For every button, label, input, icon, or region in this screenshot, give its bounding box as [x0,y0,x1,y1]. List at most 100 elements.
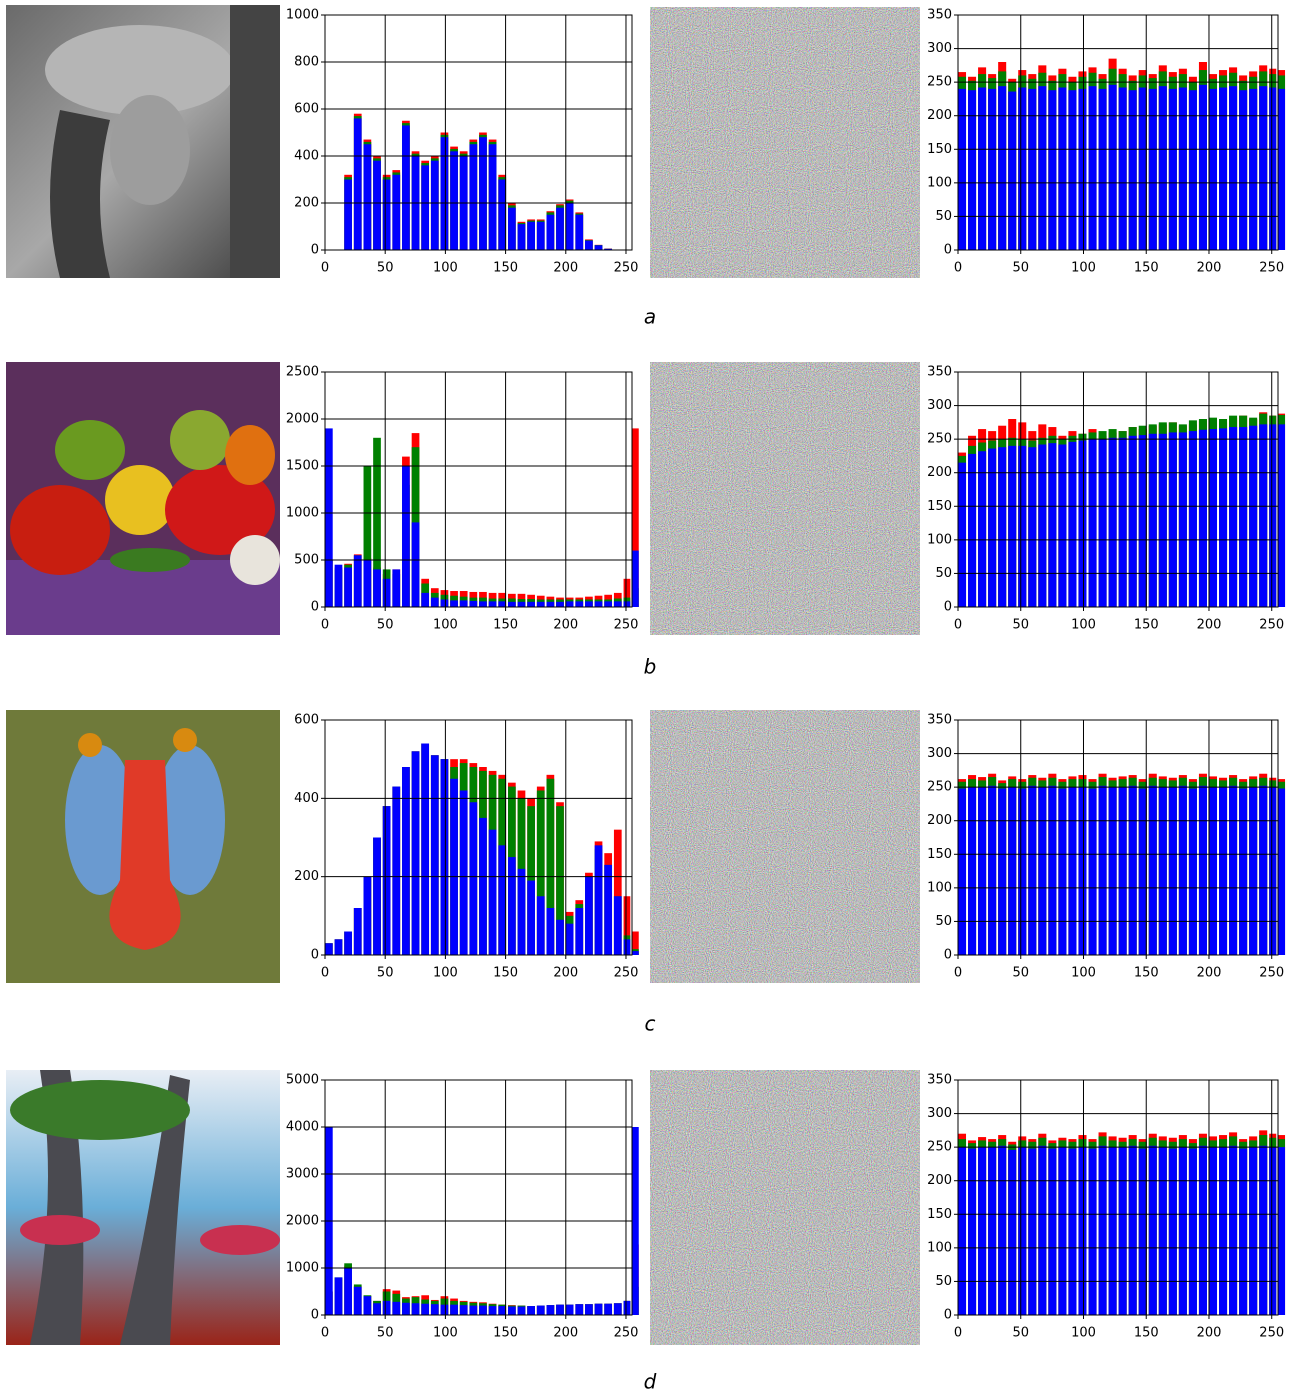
bar [1148,1145,1157,1315]
bar [1068,441,1077,607]
bar [517,1306,526,1315]
bar [623,578,631,607]
bar [623,896,631,955]
histogram: 0 50 100 150 200 250 300 350 0 50 100 150 200 250 [927,1073,1286,1341]
bar [1088,1148,1097,1315]
x-tick-label: 0 [321,966,329,981]
y-tick-label: 50 [935,209,952,224]
x-tick-label: 100 [1071,261,1096,276]
x-tick-label: 150 [493,618,518,633]
bar [1118,87,1127,250]
bar [450,1304,458,1315]
bar [479,601,487,607]
x-tick-label: 50 [377,966,394,981]
bar [958,88,967,250]
y-tick-label: 100 [927,532,952,547]
x-tick-label: 200 [553,966,578,981]
bar [344,931,352,955]
bar [1018,87,1027,250]
bar [1098,88,1107,250]
bar [988,1147,997,1315]
y-tick-label: 250 [927,1140,952,1155]
bar [1048,785,1057,955]
bar [1108,1147,1117,1315]
bar [536,601,545,607]
bar [459,790,468,955]
y-tick-label: 200 [294,196,319,211]
bar [402,767,410,955]
y-tick-label: 600 [294,102,319,117]
bar [1038,86,1047,251]
x-tick-label: 0 [321,261,329,276]
bar [1008,445,1017,607]
bar [1168,88,1177,250]
bar [978,1147,987,1315]
bar [585,240,593,250]
bar [498,1306,507,1315]
bar [1058,444,1067,607]
bar [1028,88,1037,250]
bar [998,788,1007,955]
bar [623,601,631,607]
x-tick-label: 200 [553,261,578,276]
bar [632,428,639,607]
bar [459,1305,468,1315]
bar [1158,433,1167,607]
bar [498,601,507,607]
bar [1128,90,1137,250]
bar [1229,86,1238,251]
bar [1219,87,1228,250]
bar [440,1304,449,1315]
x-tick-label: 200 [553,618,578,633]
bar [517,601,526,607]
y-tick-label: 0 [311,600,319,615]
bar [623,939,631,955]
bar [440,759,449,955]
bar [575,908,584,955]
bar [421,165,430,250]
plot-frame [957,1079,1279,1316]
bar [363,466,372,607]
plot-frame [324,14,633,251]
bar [1249,88,1258,250]
bar [1208,1147,1218,1315]
bar [1158,787,1167,955]
bar [392,174,401,250]
bar [968,787,977,955]
y-tick-label: 250 [927,432,952,447]
x-tick-label: 0 [954,618,962,633]
bar [507,1306,516,1315]
bar [1219,428,1228,607]
bar [353,118,362,251]
bar [1118,787,1127,955]
x-tick-label: 150 [1134,618,1159,633]
x-tick-label: 150 [493,261,518,276]
bar [498,845,507,955]
x-tick-label: 50 [377,1326,394,1341]
bar [1138,87,1147,250]
bar [594,245,603,250]
bar [1168,1148,1177,1315]
x-tick-label: 0 [321,1326,329,1341]
bar [1168,432,1177,607]
y-tick-label: 200 [927,813,952,828]
y-tick-label: 300 [927,746,952,761]
bar [546,214,555,250]
y-tick-label: 250 [927,75,952,90]
x-tick-label: 100 [433,261,458,276]
bar [575,601,584,607]
x-tick-label: 200 [553,1326,578,1341]
y-tick-label: 100 [927,175,952,190]
bar [1138,435,1147,607]
y-tick-label: 800 [294,55,319,70]
y-tick-label: 400 [294,149,319,164]
x-tick-label: 250 [614,1326,639,1341]
bar [373,160,381,250]
bar [1108,84,1117,250]
y-tick-label: 150 [927,847,952,862]
bar [1128,1145,1137,1315]
x-tick-label: 0 [954,1326,962,1341]
bar [430,1304,439,1315]
bar [1259,785,1268,955]
bar [546,1305,555,1315]
